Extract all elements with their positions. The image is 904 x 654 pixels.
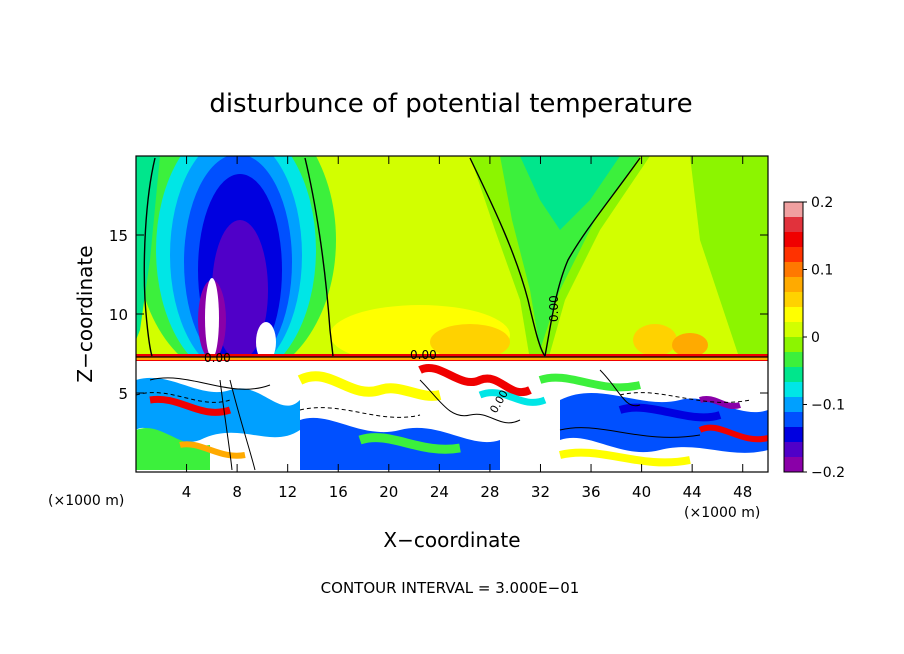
field-indigo-core (212, 220, 268, 360)
field-green-right (690, 156, 768, 360)
colorbar-rect (783, 201, 804, 473)
contour-interval-note: CONTOUR INTERVAL = 3.000E−01 (321, 579, 580, 597)
turb-yellow-1 (297, 371, 442, 401)
y-axis-label: Z−coordinate (73, 245, 97, 382)
contour-zero-left (143, 157, 156, 357)
contour-label-1: 0.00 (204, 351, 231, 365)
field-orange-2 (633, 324, 677, 356)
colorbar-tick-label: 0.1 (811, 263, 833, 279)
x-tick-label: 16 (329, 483, 348, 501)
contour-label-3: 0.00 (547, 295, 561, 322)
contour-zero-plume (304, 157, 334, 357)
y-tick-label: 15 (109, 227, 128, 245)
turb-green-2 (358, 433, 461, 454)
contour-lower-2 (419, 369, 701, 438)
x-tick-label: 4 (182, 483, 192, 501)
colorbar-tick-label: −0.1 (811, 398, 845, 414)
x-axis-label: X−coordinate (383, 528, 520, 552)
colorbar-tick-label: 0.2 (811, 195, 833, 211)
chart-title: disturbunce of potential temperature (209, 89, 692, 119)
contour-zero-valley-left (469, 157, 546, 357)
field-orange-1 (430, 324, 510, 360)
turb-yellow-3 (559, 448, 691, 467)
x-tick-label: 32 (531, 483, 550, 501)
turb-red-1 (149, 395, 232, 416)
colorbar-tick-label: 0 (811, 330, 820, 346)
field-white-finger-1 (205, 278, 219, 358)
field-white-finger-2 (256, 322, 276, 362)
turb-blue-3 (560, 392, 768, 453)
contour-zero-valley-right (544, 157, 641, 357)
turb-orange-4 (179, 441, 246, 459)
y-tick-label: 5 (118, 385, 128, 403)
x-unit-right: (×1000 m) (684, 505, 760, 521)
x-tick-label: 48 (733, 483, 752, 501)
field-left-edge (136, 156, 160, 340)
x-tick-label: 12 (278, 483, 297, 501)
colorbar: 0.2 0.1 0 −0.1 −0.2 (783, 195, 845, 481)
turb-red-3 (698, 424, 768, 443)
contour-lower-1 (149, 377, 271, 471)
turb-red-2 (418, 364, 532, 397)
heatmap-field (136, 156, 768, 472)
x-tick-label: 28 (480, 483, 499, 501)
x-unit-left: (×1000 m) (48, 493, 124, 509)
x-tick-label: 8 (232, 483, 242, 501)
colorbar-tick-label: −0.2 (811, 465, 845, 481)
contour-lower-dashed (136, 392, 751, 418)
field-mint-top (520, 156, 620, 230)
turb-cyan-4 (478, 389, 547, 406)
x-tick-label: 20 (379, 483, 398, 501)
x-tick-label: 36 (581, 483, 600, 501)
field-orange-3 (672, 333, 708, 357)
x-tick-label: 40 (632, 483, 651, 501)
turb-green-3 (538, 373, 641, 392)
x-tick-label: 24 (430, 483, 449, 501)
interface-band-light (136, 357, 768, 360)
contour-label-2: 0.00 (410, 348, 437, 362)
turb-darkblue-3 (618, 403, 722, 422)
y-tick-label: 10 (109, 306, 128, 324)
colorbar-ticks: 0.2 0.1 0 −0.1 −0.2 (803, 195, 845, 481)
turb-green-1 (136, 427, 210, 470)
x-tick-label: 44 (683, 483, 702, 501)
